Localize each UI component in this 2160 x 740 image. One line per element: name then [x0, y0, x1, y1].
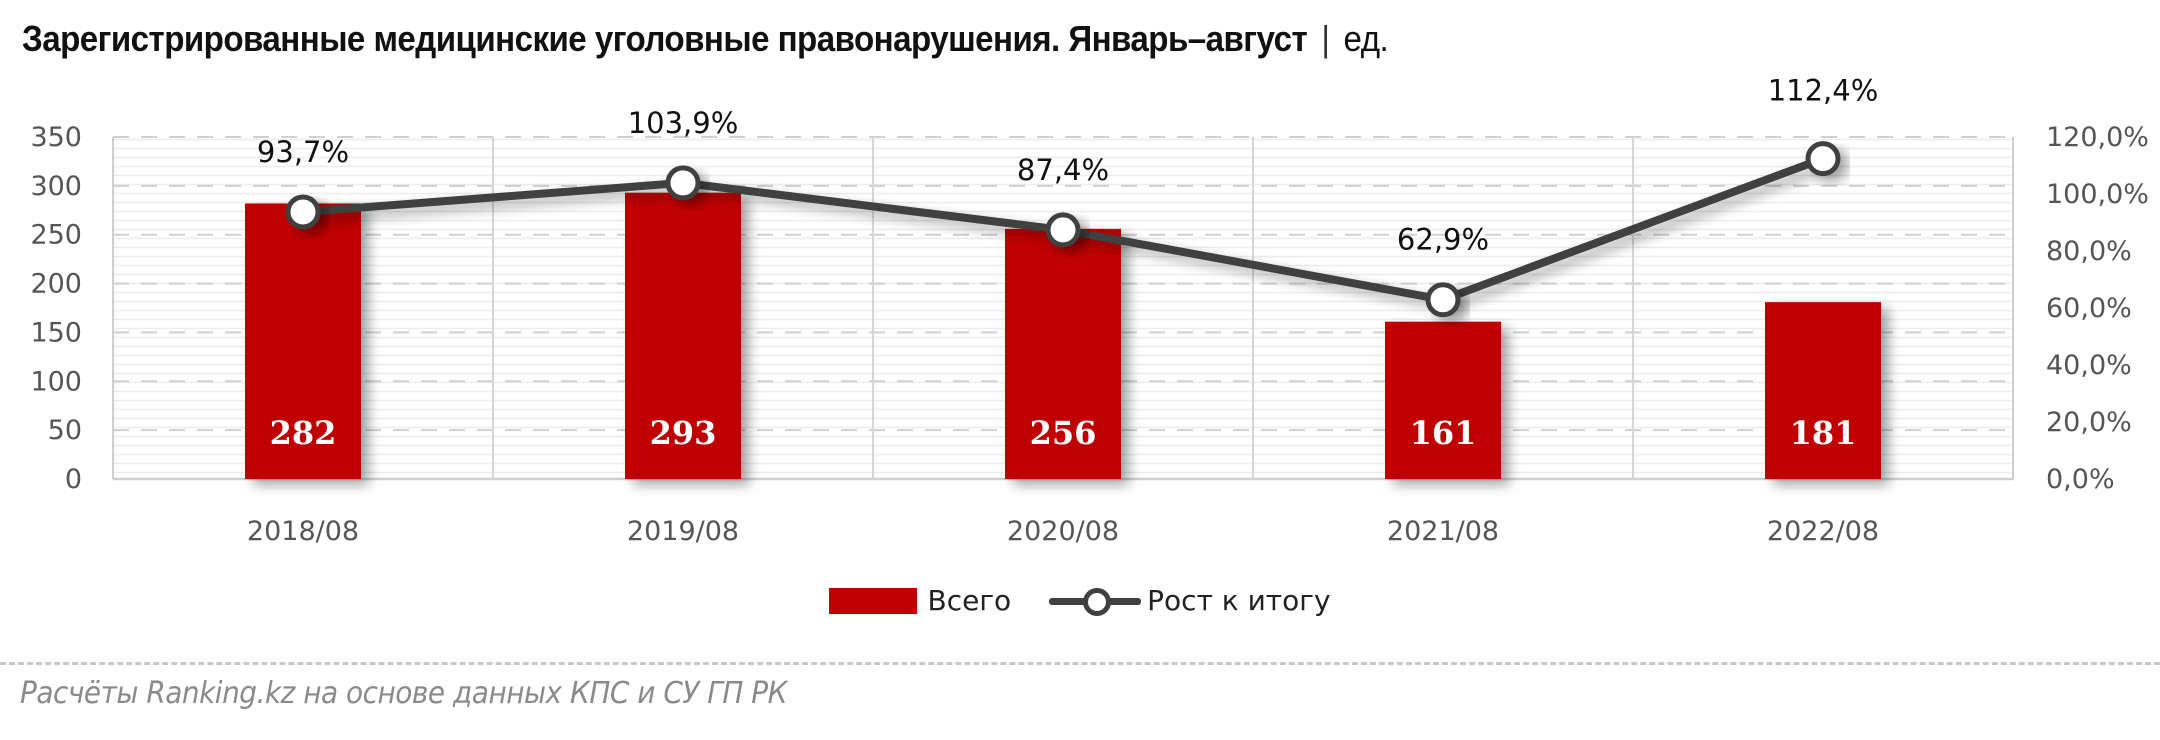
growth-value-label: 62,9%: [1397, 223, 1489, 257]
y-axis-left: 0 50 100 150 200 250 300 350: [30, 122, 82, 495]
line-marker[interactable]: [665, 165, 701, 201]
legend-item-total[interactable]: Всего: [829, 584, 1011, 617]
y-right-tick-label: 40,0%: [2046, 350, 2132, 381]
x-category-label: 2021/08: [1387, 516, 1499, 547]
y-left-tick-label: 250: [30, 220, 82, 251]
x-category-label: 2018/08: [247, 516, 359, 547]
y-left-tick-label: 350: [30, 122, 82, 153]
bar[interactable]: 256: [1005, 228, 1121, 479]
y-left-tick-label: 50: [48, 415, 82, 446]
y-right-tick-label: 0,0%: [2046, 464, 2115, 495]
y-left-tick-label: 0: [65, 464, 82, 495]
source-note: Расчёты Ranking.kz на основе данных КПС …: [20, 676, 788, 711]
category-separators: [492, 137, 1634, 479]
bar-series-total: 282 293 256 161 181: [245, 192, 1881, 479]
legend-item-growth[interactable]: Рост к итогу: [1047, 584, 1331, 617]
growth-value-label: 103,9%: [628, 106, 739, 140]
y-right-tick-label: 60,0%: [2046, 293, 2132, 324]
y-right-tick-label: 80,0%: [2046, 236, 2132, 267]
footer-divider: [0, 662, 2160, 665]
y-left-tick-label: 300: [30, 171, 82, 202]
title-separator: |: [1321, 18, 1330, 59]
legend-label-total: Всего: [927, 584, 1012, 617]
growth-value-label: 87,4%: [1017, 153, 1109, 187]
y-right-tick-label: 100,0%: [2046, 179, 2149, 210]
line-marker[interactable]: [285, 194, 321, 230]
chart-title-text: Зарегистрированные медицинские уголовные…: [22, 18, 1308, 59]
bar-value-label: 161: [1410, 414, 1477, 452]
line-series-growth: 93,7% 103,9% 87,4% 62,9% 112,4%: [257, 74, 1879, 318]
gridlines: [113, 136, 2013, 432]
y-left-tick-label: 150: [30, 317, 82, 348]
bar[interactable]: 181: [1765, 302, 1881, 479]
line-marker[interactable]: [1805, 141, 1841, 177]
bar-value-label: 282: [270, 414, 337, 452]
bar-value-label: 256: [1030, 414, 1097, 452]
y-right-tick-label: 20,0%: [2046, 407, 2132, 438]
bar-swatch-icon: [829, 587, 918, 614]
growth-value-label: 112,4%: [1768, 74, 1879, 108]
bar[interactable]: 282: [245, 203, 361, 479]
line-marker[interactable]: [1425, 282, 1461, 318]
bar[interactable]: 161: [1385, 321, 1501, 479]
bar-value-label: 293: [650, 414, 717, 452]
bar[interactable]: 293: [625, 192, 741, 479]
y-left-tick-label: 100: [30, 366, 82, 397]
growth-value-label: 93,7%: [257, 135, 349, 169]
y-axis-right: 0,0% 20,0% 40,0% 60,0% 80,0% 100,0% 120,0%: [2046, 122, 2149, 495]
legend-label-growth: Рост к итогу: [1147, 584, 1331, 617]
x-axis: 2018/08 2019/08 2020/08 2021/08 2022/08: [247, 516, 1879, 547]
line-marker-swatch-icon: [1047, 586, 1143, 616]
x-category-label: 2020/08: [1007, 516, 1119, 547]
y-left-tick-label: 200: [30, 269, 82, 300]
x-category-label: 2019/08: [627, 516, 739, 547]
title-unit: ед.: [1343, 18, 1389, 59]
legend: Всего Рост к итогу: [0, 584, 2160, 617]
combo-chart: 0 50 100 150 200 250 300 350 0,0% 20,0% 40,0% 60,0…: [30, 74, 2149, 547]
bar-value-label: 181: [1790, 414, 1857, 452]
x-category-label: 2022/08: [1767, 516, 1879, 547]
line-marker[interactable]: [1045, 212, 1081, 248]
y-right-tick-label: 120,0%: [2046, 122, 2149, 153]
chart-title: Зарегистрированные медицинские уголовные…: [22, 18, 1389, 60]
